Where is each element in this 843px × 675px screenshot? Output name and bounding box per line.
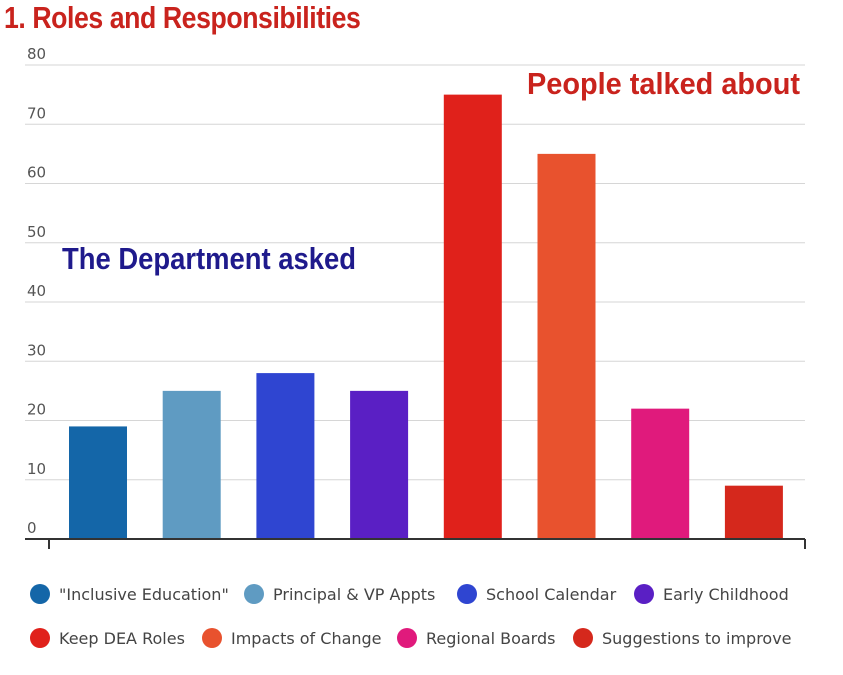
y-tick-label: 20 xyxy=(27,401,46,419)
legend-swatch-icon xyxy=(30,628,50,648)
bar xyxy=(631,408,690,539)
gridlines xyxy=(25,64,805,481)
legend-swatch-icon xyxy=(634,584,654,604)
legend-swatch-icon xyxy=(573,628,593,648)
bar xyxy=(724,485,783,539)
legend-label: "Inclusive Education" xyxy=(59,584,229,604)
annotation-department-asked: The Department asked xyxy=(62,241,356,276)
legend-item: Regional Boards xyxy=(397,628,555,648)
bar-chart: 0 10 20 30 40 50 60 70 80 People talked about Th… xyxy=(25,45,806,549)
legend-label: Keep DEA Roles xyxy=(59,628,185,648)
legend-swatch-icon xyxy=(244,584,264,604)
bar xyxy=(537,153,596,539)
y-tick-label: 30 xyxy=(27,341,46,359)
annotation-people-talked-about: People talked about xyxy=(527,66,800,101)
legend-label: School Calendar xyxy=(486,584,617,604)
legend-label: Regional Boards xyxy=(426,628,556,648)
y-tick-label: 10 xyxy=(27,460,46,478)
bar xyxy=(443,94,502,539)
legend-label: Principal & VP Appts xyxy=(273,584,436,604)
y-tick-label: 80 xyxy=(27,45,46,63)
y-tick-label: 70 xyxy=(27,104,46,122)
legend-item: School Calendar xyxy=(457,584,616,604)
legend-item: Early Childhood xyxy=(634,584,789,604)
bar xyxy=(69,426,127,539)
bar xyxy=(350,390,409,539)
legend-item: Impacts of Change xyxy=(202,628,382,648)
y-axis-ticks: 0 10 20 30 40 50 60 70 80 xyxy=(27,45,46,537)
legend-swatch-icon xyxy=(397,628,417,648)
legend-item: Principal & VP Appts xyxy=(244,584,435,604)
y-tick-label: 0 xyxy=(27,519,37,537)
legend-swatch-icon xyxy=(457,584,477,604)
legend-item: Suggestions to improve xyxy=(573,628,792,648)
bar xyxy=(256,373,315,539)
legend-label: Early Childhood xyxy=(663,584,789,604)
legend-label: Suggestions to improve xyxy=(602,628,792,648)
legend-item: Keep DEA Roles xyxy=(30,628,185,648)
legend-swatch-icon xyxy=(30,584,50,604)
x-axis xyxy=(25,538,806,549)
legend-label: Impacts of Change xyxy=(231,628,382,648)
legend-swatch-icon xyxy=(202,628,222,648)
y-tick-label: 50 xyxy=(27,223,46,241)
y-tick-label: 40 xyxy=(27,282,46,300)
legend-item: "Inclusive Education" xyxy=(30,584,229,604)
chart-title: 1. Roles and Responsibilities xyxy=(4,0,361,35)
bars xyxy=(69,94,783,539)
bar xyxy=(162,390,221,539)
y-tick-label: 60 xyxy=(27,164,46,182)
